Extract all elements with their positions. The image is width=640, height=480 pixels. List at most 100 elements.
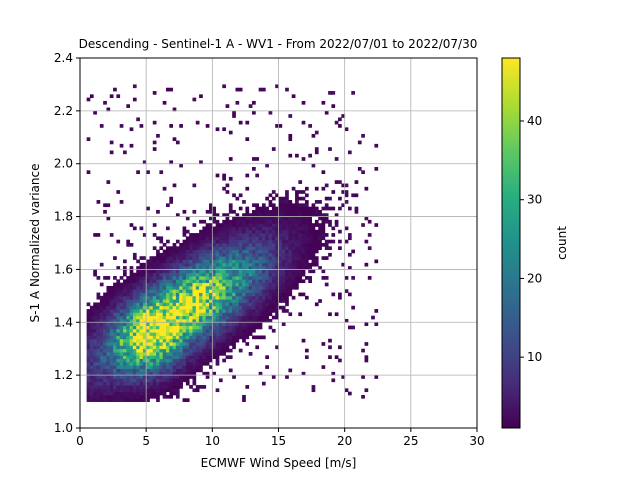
heatmap-cell [175,332,180,336]
heatmap-cell [225,236,230,241]
heatmap-cell [109,338,114,343]
heatmap-cell [321,206,326,211]
heatmap-cell [261,295,266,300]
heatmap-cell [136,315,140,320]
heatmap-cell [86,338,91,343]
heatmap-cell [172,318,177,323]
heatmap-cell [242,262,246,267]
heatmap-cell [189,338,193,343]
chart-title: Descending - Sentinel-1 A - WV1 - From 2… [79,37,478,51]
heatmap-cell [245,342,250,346]
heatmap-cell [268,262,273,267]
heatmap-cell [275,226,279,231]
heatmap-cell [222,266,226,270]
heatmap-cell [331,371,336,376]
heatmap-cell [258,292,263,297]
heatmap-cell [189,256,193,260]
heatmap-cell [119,385,124,389]
heatmap-cell [192,209,197,214]
heatmap-cell [212,299,217,303]
heatmap-cell [152,285,157,290]
heatmap-cell [146,361,150,366]
heatmap-cell [99,322,104,326]
heatmap-cell [222,269,226,274]
heatmap-cell [162,312,167,317]
heatmap-cell [162,285,167,290]
heatmap-cell [232,110,236,115]
heatmap-cell [96,328,101,333]
heatmap-cell [261,272,266,277]
heatmap-cell [146,368,150,373]
heatmap-cell [222,276,226,280]
heatmap-cell [314,229,319,234]
heatmap-cell [182,368,187,373]
heatmap-cell [344,289,349,293]
heatmap-cell [258,289,263,293]
heatmap-cell [189,361,193,366]
heatmap-cell [341,375,346,379]
heatmap-cell [265,256,269,260]
heatmap-cell [278,243,283,247]
heatmap-cell [311,209,316,214]
heatmap-cell [152,266,157,270]
heatmap-cell [116,368,121,373]
heatmap-cell [182,279,187,284]
heatmap-cell [99,378,104,383]
heatmap-cell [123,375,127,379]
heatmap-cell [86,355,91,360]
heatmap-cell [232,312,236,317]
heatmap-cell [364,358,369,363]
heatmap-cell [242,269,246,274]
heatmap-cell [96,295,101,300]
heatmap-cell [295,282,299,287]
heatmap-cell [162,388,167,393]
heatmap-cell [185,378,190,383]
heatmap-cell [113,289,117,293]
heatmap-cell [252,328,256,333]
heatmap-cell [116,358,121,363]
heatmap-cell [192,381,197,386]
heatmap-cell [261,285,266,290]
heatmap-cell [261,246,266,250]
heatmap-cell [136,368,140,373]
heatmap-cell [89,325,94,330]
heatmap-cell [301,252,306,257]
heatmap-cell [136,302,140,307]
heatmap-cell [175,295,180,300]
heatmap-cell [209,256,213,260]
heatmap-cell [271,282,276,287]
heatmap-cell [301,272,306,277]
heatmap-cell [252,325,256,330]
heatmap-cell [132,315,137,320]
heatmap-cell [222,246,226,250]
heatmap-cell [205,352,210,356]
heatmap-cell [119,381,124,386]
heatmap-cell [278,246,283,250]
heatmap-cell [166,239,170,244]
heatmap-cell [169,272,174,277]
heatmap-cell [228,233,233,237]
heatmap-cell [261,87,266,92]
heatmap-cell [255,262,260,267]
heatmap-cell [248,282,253,287]
heatmap-cell [252,110,256,115]
heatmap-cell [245,249,250,254]
heatmap-cell [93,371,97,376]
heatmap-cell [126,388,131,393]
heatmap-cell [242,200,246,204]
heatmap-cell [152,276,157,280]
heatmap-cell [225,328,230,333]
heatmap-cell [278,213,283,217]
heatmap-cell [238,315,243,320]
heatmap-cell [367,246,372,250]
heatmap-cell [106,375,111,379]
heatmap-cell [252,213,256,217]
heatmap-cell [215,276,220,280]
heatmap-cell [139,398,144,402]
heatmap-cell [202,272,207,277]
heatmap-cell [192,355,197,360]
heatmap-cell [123,312,127,317]
heatmap-cell [149,256,154,260]
heatmap-cell [268,239,273,244]
heatmap-cell [255,282,260,287]
